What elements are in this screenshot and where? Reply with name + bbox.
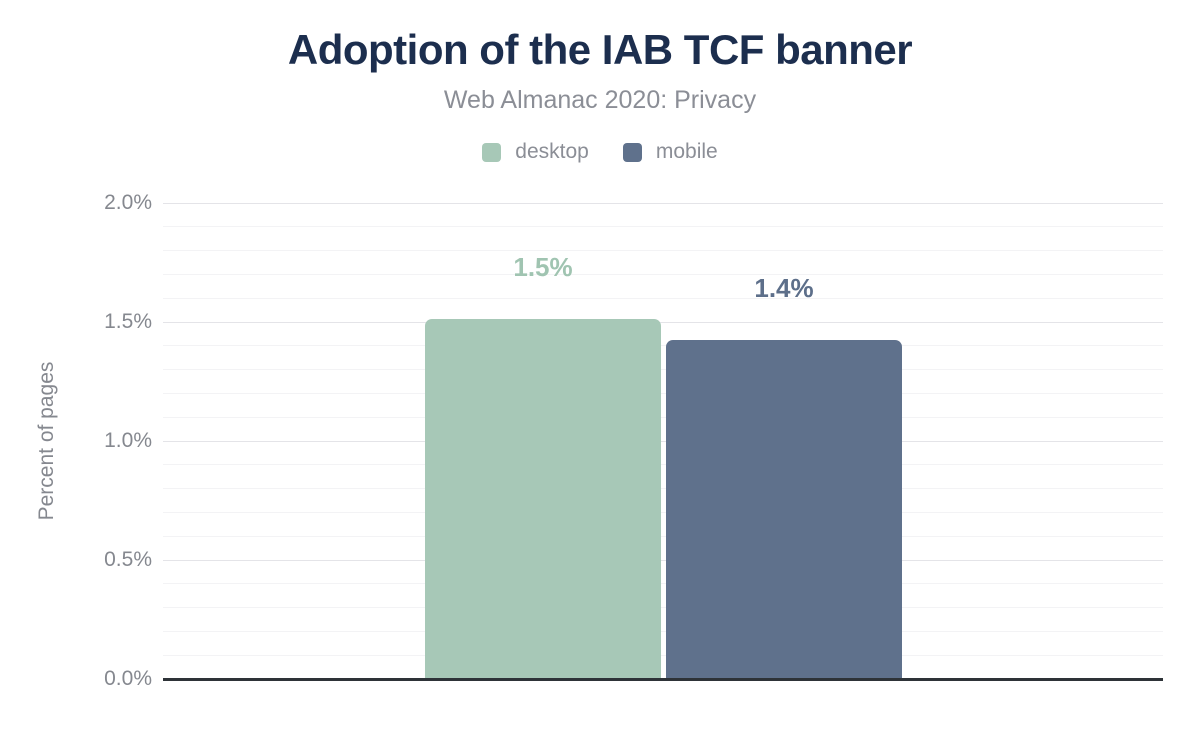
minor-gridline xyxy=(163,297,1163,299)
mobile-series-swatch-icon xyxy=(622,142,642,162)
chart-subtitle: Web Almanac 2020: Privacy xyxy=(443,86,757,114)
minor-gridline xyxy=(163,511,1163,513)
chart-title: Adoption of the IAB TCF banner xyxy=(287,26,913,73)
legend-item-desktop[interactable]: desktop xyxy=(482,140,589,164)
major-gridline xyxy=(163,202,1163,204)
legend-item-mobile[interactable]: mobile xyxy=(622,140,718,164)
minor-gridline xyxy=(163,535,1163,537)
major-gridline xyxy=(163,559,1163,561)
major-gridline xyxy=(163,321,1163,323)
mobile-bar[interactable] xyxy=(666,340,902,678)
major-gridline xyxy=(163,440,1163,442)
minor-gridline xyxy=(163,630,1163,632)
legend-label-mobile: mobile xyxy=(655,140,718,163)
minor-gridline xyxy=(163,464,1163,466)
y-tick-label: 0.0% xyxy=(104,667,152,690)
minor-gridline xyxy=(163,607,1163,609)
minor-gridline xyxy=(163,369,1163,371)
desktop-bar[interactable] xyxy=(425,319,661,678)
minor-gridline xyxy=(163,226,1163,228)
legend: desktop mobile xyxy=(0,140,1200,164)
minor-gridline xyxy=(163,250,1163,252)
minor-gridline xyxy=(163,583,1163,585)
y-tick-label: 2.0% xyxy=(104,191,152,214)
minor-gridline xyxy=(163,416,1163,418)
minor-gridline xyxy=(163,345,1163,347)
y-tick-label: 0.5% xyxy=(104,548,152,571)
desktop-value-label: 1.5% xyxy=(513,252,573,282)
minor-gridline xyxy=(163,488,1163,490)
plot-area: 2.0% 1.5% 1.0% 0.5% 0.0% 1.5% 1.4% xyxy=(104,192,1163,690)
mobile-value-label: 1.4% xyxy=(754,273,814,303)
y-tick-label: 1.0% xyxy=(104,429,152,452)
y-tick-label: 1.5% xyxy=(104,310,152,333)
y-axis-title: Percent of pages xyxy=(35,361,58,521)
minor-gridline xyxy=(163,273,1163,275)
desktop-series-swatch-icon xyxy=(482,142,502,162)
legend-label-desktop: desktop xyxy=(515,140,589,163)
minor-gridline xyxy=(163,392,1163,394)
x-axis-line xyxy=(163,678,1163,681)
minor-gridline xyxy=(163,654,1163,656)
